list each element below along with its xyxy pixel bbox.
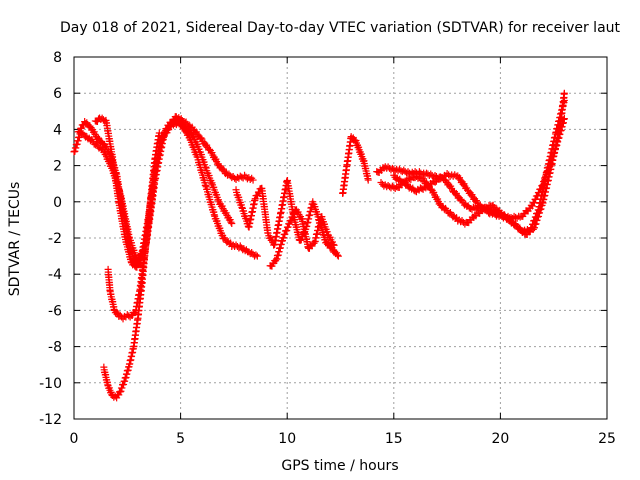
y-tick-label: -8 bbox=[48, 340, 62, 356]
data-point bbox=[334, 252, 342, 260]
data-point bbox=[285, 220, 293, 228]
data-point bbox=[253, 252, 261, 260]
tick-labels: 0 5 10 15 20 25 -12 -10 -8 -6 -4 -2 0 2 4 6 8 bbox=[39, 50, 616, 447]
data-point bbox=[115, 391, 123, 399]
data-point bbox=[364, 176, 372, 184]
y-tick-label: 4 bbox=[53, 122, 62, 138]
data-point bbox=[560, 115, 568, 123]
data-point bbox=[451, 171, 459, 179]
axes bbox=[73, 56, 608, 420]
chart-title: Day 018 of 2021, Sidereal Day-to-day VTE… bbox=[60, 20, 621, 36]
data-point bbox=[329, 240, 337, 248]
y-tick-label: 2 bbox=[53, 159, 62, 175]
y-tick-label: -6 bbox=[48, 303, 62, 319]
y-tick-label: -4 bbox=[48, 267, 62, 283]
data-point bbox=[163, 124, 171, 132]
data-point bbox=[195, 145, 203, 153]
series-track-e bbox=[100, 129, 163, 402]
y-tick-label: -10 bbox=[39, 376, 62, 392]
data-point bbox=[157, 138, 165, 146]
series-track-f bbox=[155, 113, 257, 184]
data-point bbox=[249, 176, 257, 184]
x-tick-label: 0 bbox=[70, 431, 79, 447]
data-point bbox=[254, 191, 262, 199]
data-point bbox=[252, 251, 260, 259]
data-point bbox=[86, 122, 94, 130]
data-point bbox=[197, 134, 205, 142]
data-point bbox=[227, 218, 235, 226]
series-track-l bbox=[390, 115, 568, 222]
series-track-i bbox=[339, 133, 372, 197]
data-point bbox=[529, 225, 537, 233]
data-point bbox=[287, 216, 295, 224]
x-tick-label: 25 bbox=[598, 431, 616, 447]
x-tick-label: 10 bbox=[278, 431, 296, 447]
x-axis-label: GPS time / hours bbox=[281, 458, 398, 474]
data-point bbox=[280, 234, 288, 242]
x-tick-label: 5 bbox=[176, 431, 185, 447]
data-point bbox=[76, 128, 84, 136]
x-tick-label: 20 bbox=[491, 431, 509, 447]
data-point bbox=[538, 182, 546, 190]
data-point bbox=[504, 212, 512, 220]
data-point bbox=[160, 131, 168, 139]
data-point bbox=[116, 388, 124, 396]
y-tick-label: 0 bbox=[53, 195, 62, 211]
y-tick-label: 6 bbox=[53, 86, 62, 102]
data-point bbox=[530, 199, 538, 207]
data-point bbox=[289, 213, 297, 221]
data-point bbox=[281, 230, 289, 238]
data-point bbox=[537, 185, 545, 193]
y-axis-label: SDTVAR / TECUs bbox=[7, 182, 23, 297]
data-point bbox=[333, 251, 341, 259]
y-tick-label: -2 bbox=[48, 231, 62, 247]
series-track-h bbox=[266, 206, 338, 270]
series-track-k bbox=[377, 89, 568, 239]
data-point bbox=[161, 128, 169, 136]
data-point bbox=[228, 220, 236, 228]
y-tick-label: 8 bbox=[53, 50, 62, 66]
x-tick-label: 15 bbox=[385, 431, 403, 447]
data-point bbox=[534, 192, 542, 200]
data-point bbox=[560, 89, 568, 97]
data-marks bbox=[70, 89, 568, 402]
data-point bbox=[135, 261, 143, 269]
grid bbox=[74, 57, 607, 419]
data-point bbox=[330, 241, 338, 249]
data-point bbox=[283, 227, 291, 235]
y-tick-label: -12 bbox=[39, 412, 62, 428]
data-point bbox=[158, 135, 166, 143]
